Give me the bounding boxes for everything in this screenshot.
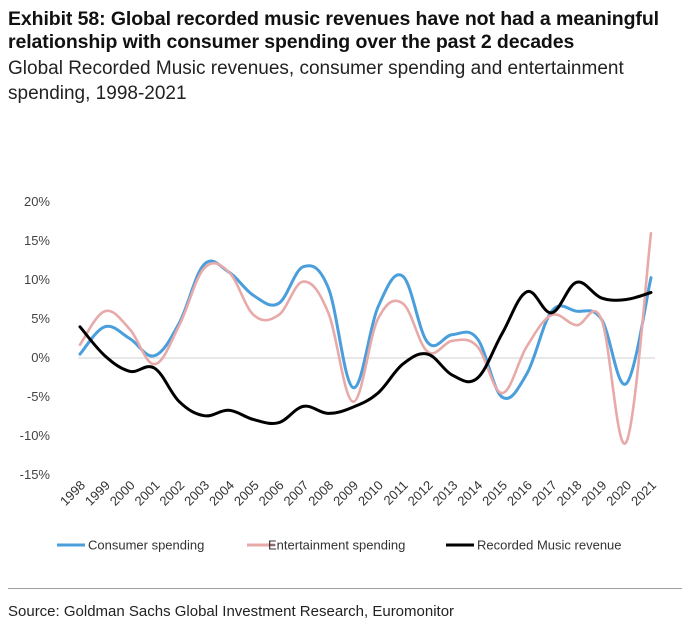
y-tick-label: -15% (20, 467, 51, 482)
x-tick-label: 2011 (380, 478, 410, 508)
source-divider (8, 588, 682, 589)
line-chart: -15%-10%-5%0%5%10%15%20% 199819992000200… (20, 194, 659, 553)
series-lines (78, 231, 653, 445)
x-tick-label: 2006 (256, 478, 287, 509)
legend-label: Consumer spending (88, 538, 204, 553)
chart-header: Exhibit 58: Global recorded music revenu… (8, 8, 684, 106)
x-tick-label: 2003 (181, 478, 212, 509)
x-tick-label: 1998 (57, 478, 88, 509)
y-tick-label: 5% (31, 311, 50, 326)
legend-label: Recorded Music revenue (477, 538, 622, 553)
exhibit-title: Exhibit 58: Global recorded music revenu… (8, 8, 659, 53)
x-tick-label: 1999 (82, 478, 113, 509)
x-axis: 1998199920002001200220032004200520062007… (57, 478, 659, 509)
consumer-spending-line (78, 259, 653, 400)
x-tick-label: 2002 (156, 478, 187, 509)
y-tick-label: 20% (24, 194, 50, 209)
legend-label: Entertainment spending (268, 538, 405, 553)
y-tick-label: 10% (24, 272, 50, 287)
source-note: Source: Goldman Sachs Global Investment … (8, 603, 455, 620)
y-tick-label: -10% (20, 428, 51, 443)
x-tick-label: 2000 (107, 478, 138, 509)
x-tick-label: 2014 (454, 478, 485, 509)
recorded-music-revenue-line (78, 280, 653, 426)
y-tick-label: -5% (27, 389, 51, 404)
x-tick-label: 2018 (554, 478, 585, 509)
y-axis: -15% -10% -5% 0% 5% 10% 15% 20% (20, 194, 51, 482)
x-tick-label: 2021 (628, 478, 659, 509)
x-tick-label: 2010 (355, 478, 386, 509)
legend: Consumer spending Entertainment spending R… (57, 538, 622, 553)
x-tick-label: 2013 (429, 478, 460, 509)
x-tick-label: 2005 (231, 478, 262, 509)
x-tick-label: 2015 (479, 478, 510, 509)
x-tick-label: 2008 (305, 478, 336, 509)
x-tick-label: 2007 (280, 478, 311, 509)
x-tick-label: 2009 (330, 478, 361, 509)
entertainment-spending-line (78, 231, 653, 445)
y-tick-label: 15% (24, 233, 50, 248)
x-tick-label: 2004 (206, 478, 237, 509)
x-tick-label: 2020 (603, 478, 634, 509)
x-tick-label: 2012 (405, 478, 436, 509)
x-tick-label: 2016 (504, 478, 535, 509)
x-tick-label: 2017 (529, 478, 560, 509)
x-tick-label: 2001 (132, 478, 163, 509)
chart-subtitle: Global Recorded Music revenues, consumer… (8, 58, 624, 104)
x-tick-label: 2019 (578, 478, 609, 509)
y-tick-label: 0% (31, 350, 50, 365)
